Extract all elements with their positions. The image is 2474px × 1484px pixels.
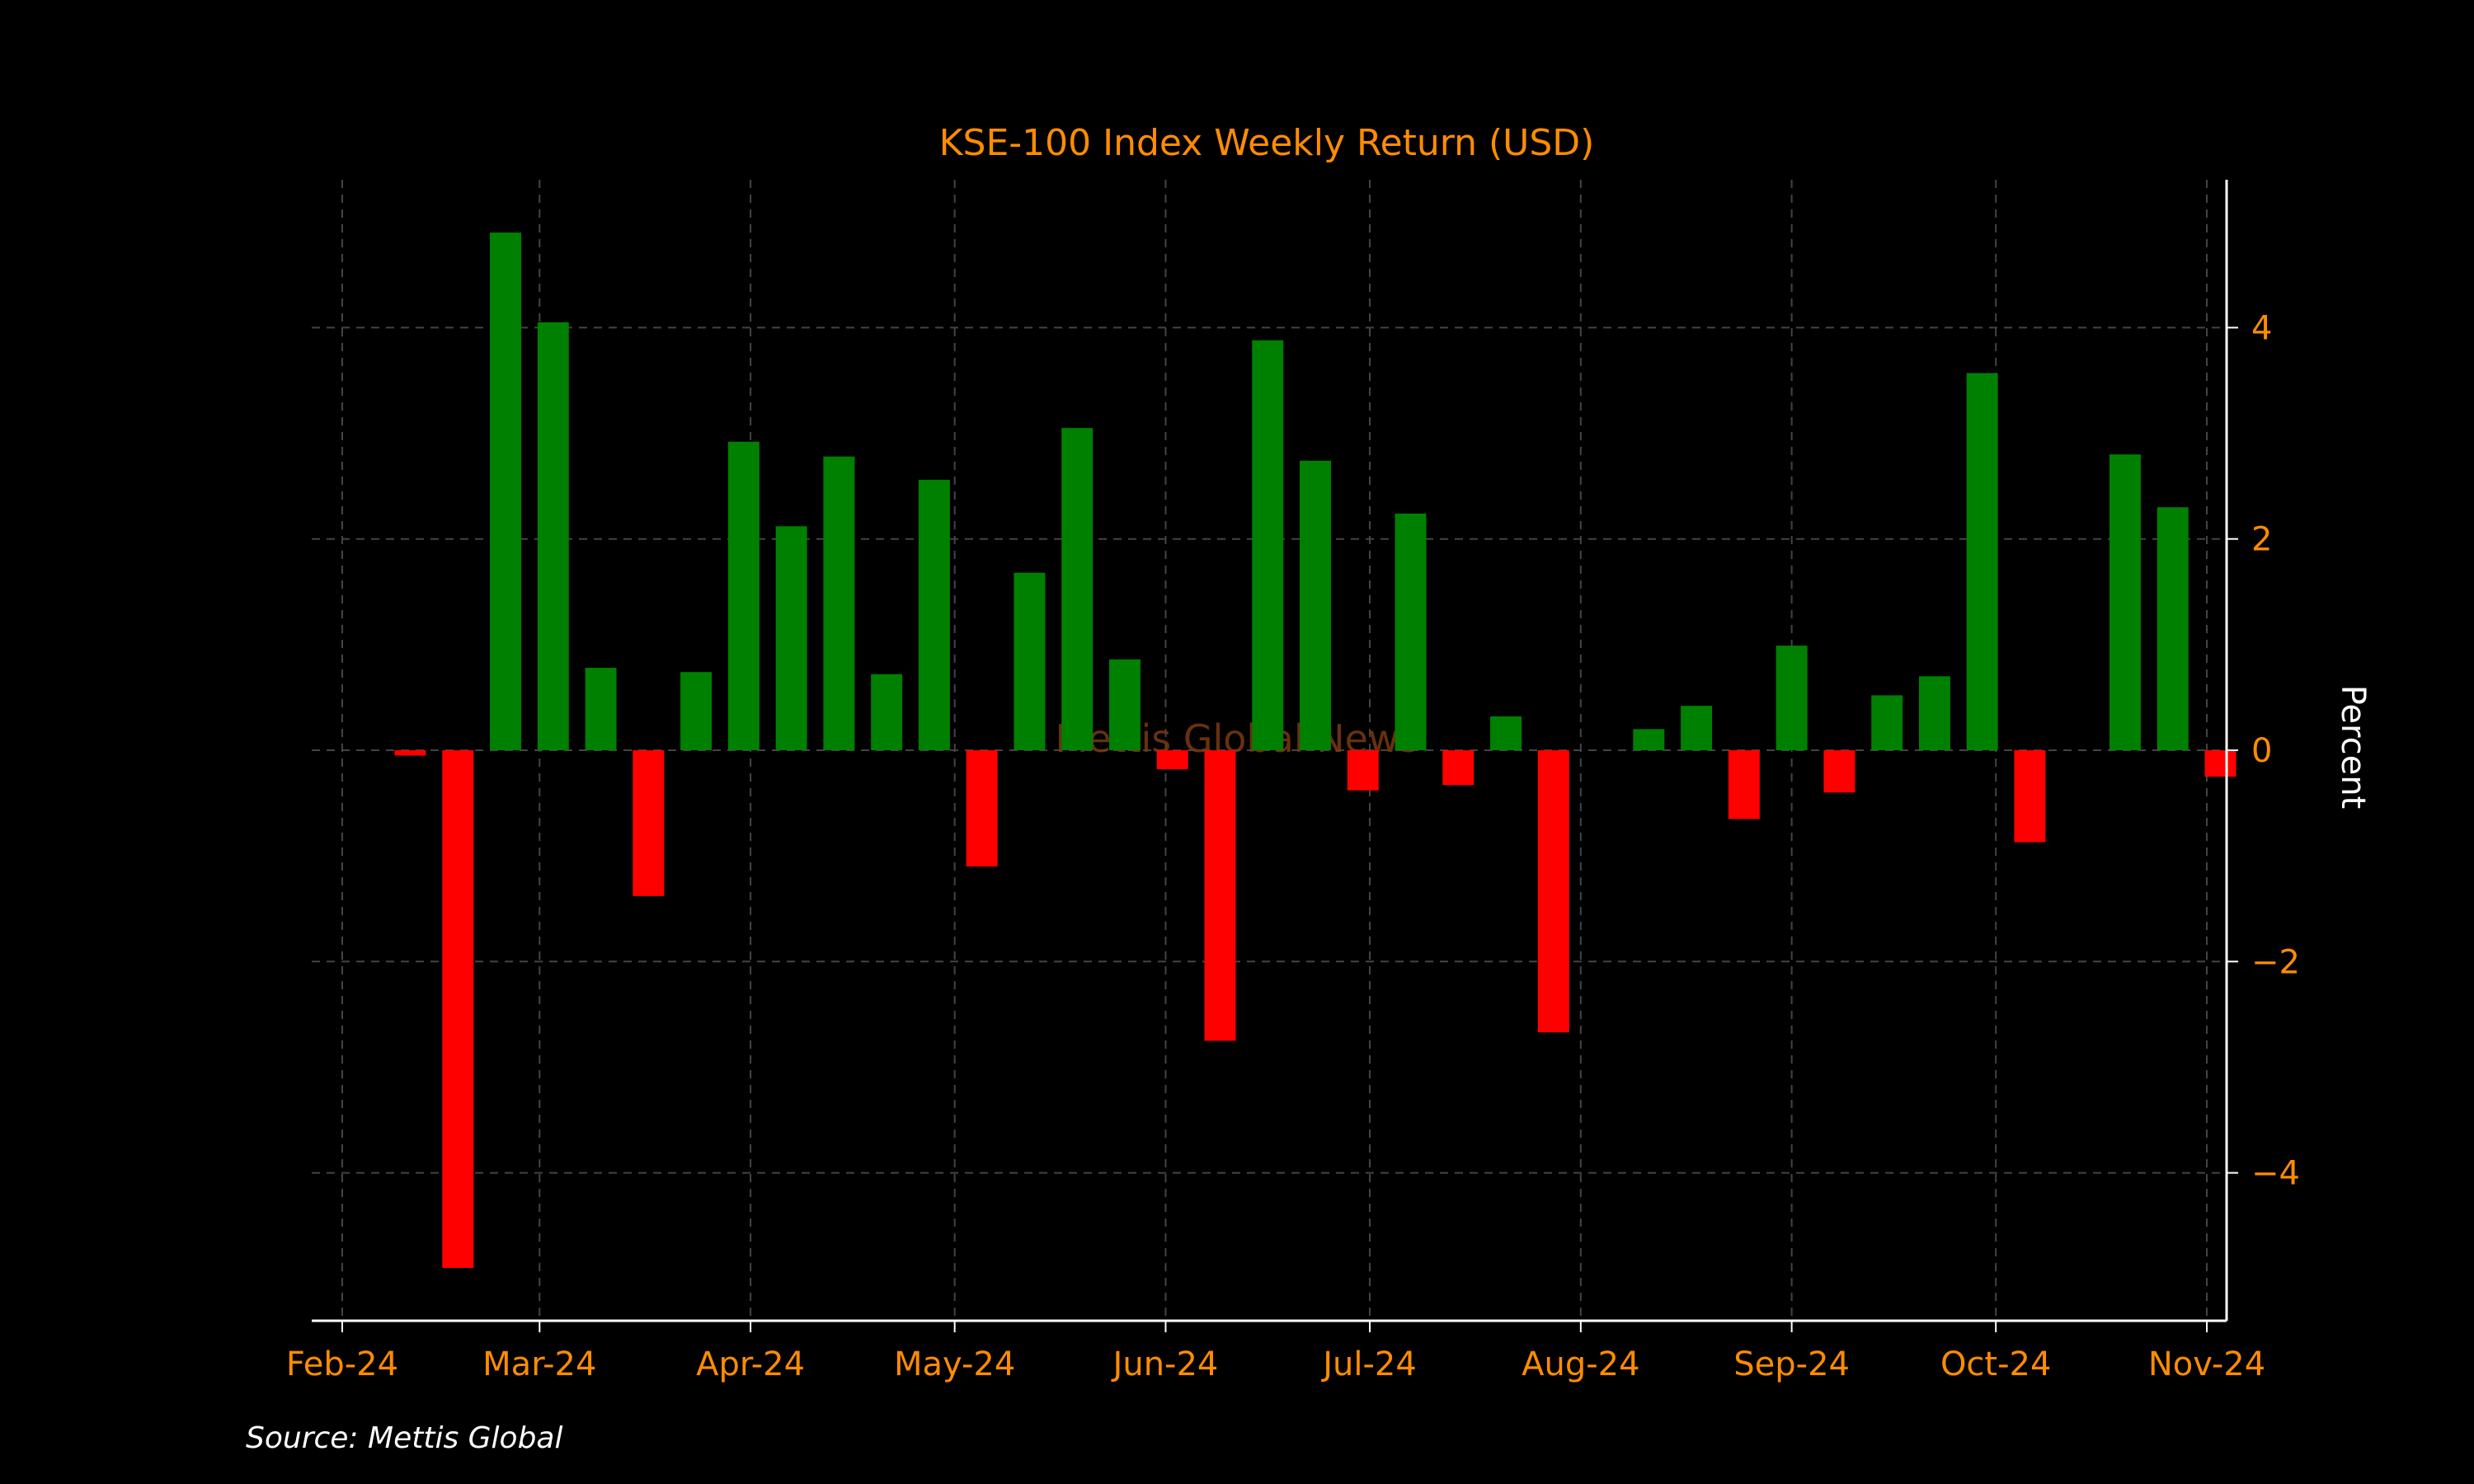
x-tick-label: Sep-24 <box>1733 1345 1850 1383</box>
bar <box>1681 706 1713 750</box>
bar <box>1871 695 1903 750</box>
bar <box>1108 659 1141 750</box>
chart-title: KSE-100 Index Weekly Return (USD) <box>939 122 1595 164</box>
bar <box>1633 729 1665 750</box>
x-tick-label: Feb-24 <box>286 1345 398 1383</box>
bar <box>1395 513 1427 750</box>
bar <box>871 674 903 750</box>
bar <box>2014 750 2046 843</box>
x-tick-labels: Feb-24 Mar-24 Apr-24 May-24 Jun-24 Jul-24 Aug-… <box>286 1345 2265 1383</box>
bar <box>1156 750 1188 770</box>
x-tick-label: Aug-24 <box>1522 1345 1639 1383</box>
bar <box>2109 454 2141 750</box>
bar <box>966 750 998 866</box>
bar <box>1442 750 1475 786</box>
bar <box>1014 572 1046 750</box>
bar <box>918 479 950 750</box>
x-tick-label: Jun-24 <box>1111 1345 1219 1383</box>
bar <box>1966 373 1998 750</box>
bar <box>727 441 760 750</box>
bar <box>537 322 569 750</box>
x-tick-label: May-24 <box>894 1345 1015 1383</box>
y-tick-label: −2 <box>2251 943 2300 981</box>
x-tick-label: Jul-24 <box>1320 1345 1417 1383</box>
bars <box>394 232 2236 1268</box>
x-tick-label: Apr-24 <box>696 1345 805 1383</box>
bar <box>2157 507 2189 750</box>
x-tick-label: Nov-24 <box>2148 1345 2265 1383</box>
bar <box>1823 750 1856 793</box>
bar <box>1252 340 1284 750</box>
bar <box>1347 750 1379 791</box>
y-tick-label: 4 <box>2251 309 2272 347</box>
x-tick-label: Oct-24 <box>1940 1345 2052 1383</box>
bar <box>1537 750 1569 1033</box>
bar <box>490 232 522 750</box>
bar <box>633 750 665 896</box>
axes <box>312 180 2238 1332</box>
bar <box>394 750 426 756</box>
y-tick-label: 2 <box>2251 521 2272 559</box>
source-note: Source: Mettis Global <box>246 1421 563 1455</box>
bar <box>775 526 807 750</box>
bar <box>823 456 855 750</box>
y-tick-labels: 4 2 0 −2 −4 <box>2251 309 2300 1192</box>
x-tick-label: Mar-24 <box>482 1345 596 1383</box>
bar <box>680 672 713 750</box>
bar <box>1300 460 1331 750</box>
y-tick-label: 0 <box>2251 732 2272 770</box>
y-tick-label: −4 <box>2251 1155 2300 1193</box>
bar <box>2204 750 2236 777</box>
y-axis-label: Percent <box>2334 685 2372 810</box>
bar <box>442 750 474 1268</box>
bar <box>1061 428 1094 750</box>
bar <box>1204 750 1236 1041</box>
bar <box>1728 750 1760 819</box>
bar <box>585 668 617 750</box>
bar <box>1918 676 1950 750</box>
bar <box>1490 716 1522 750</box>
bar <box>1776 646 1808 750</box>
